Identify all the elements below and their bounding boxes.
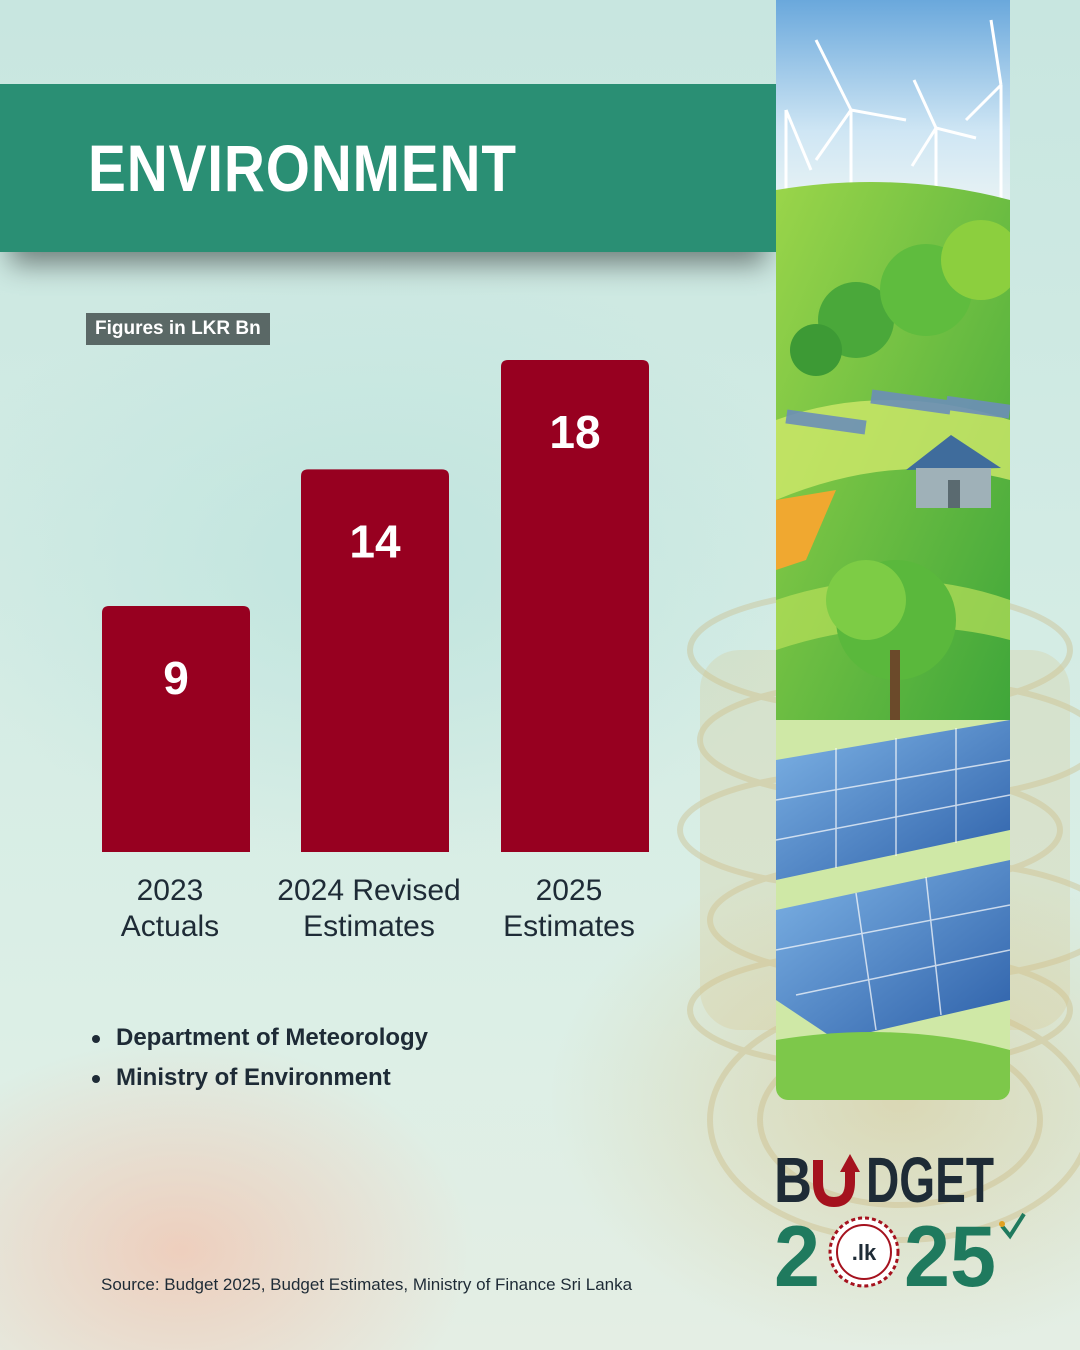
data-label: 14 bbox=[349, 515, 401, 567]
category-label: 2024 Revised bbox=[277, 874, 460, 907]
category-label: 2023 bbox=[137, 874, 204, 907]
renewable-energy-illustration bbox=[776, 0, 1010, 1100]
logo-letter: B bbox=[774, 1144, 812, 1216]
category-label: Estimates bbox=[303, 910, 435, 943]
source-note: Source: Budget 2025, Budget Estimates, M… bbox=[101, 1275, 633, 1294]
bar bbox=[301, 469, 449, 852]
up-arrow-icon bbox=[813, 1154, 860, 1208]
list-item: Department of Meteorology bbox=[92, 1024, 428, 1052]
solar-panel-icon bbox=[776, 720, 1010, 1040]
logo-badge-text: .lk bbox=[852, 1240, 877, 1265]
budget-2025-logo: B DGET 2 .lk 25 bbox=[774, 1144, 1026, 1294]
tree-icon bbox=[790, 220, 1010, 720]
logo-digit: 2 bbox=[774, 1209, 820, 1294]
bar bbox=[102, 606, 250, 852]
units-badge: Figures in LKR Bn bbox=[86, 313, 270, 345]
page-title: ENVIRONMENT bbox=[88, 131, 517, 205]
data-label: 18 bbox=[549, 406, 600, 458]
logo-word: DGET bbox=[866, 1144, 994, 1216]
list-item: Ministry of Environment bbox=[92, 1064, 428, 1092]
logo-digits: 25 bbox=[904, 1209, 996, 1294]
lk-seal-icon: .lk bbox=[828, 1216, 900, 1288]
check-mark-icon bbox=[999, 1212, 1026, 1240]
house-icon bbox=[906, 435, 1001, 508]
title-banner: ENVIRONMENT bbox=[0, 84, 776, 252]
category-label: Actuals bbox=[121, 910, 219, 943]
category-label: 2025 bbox=[536, 874, 603, 907]
bar bbox=[501, 360, 649, 852]
category-label: Estimates bbox=[503, 910, 635, 943]
institutions-list: Department of Meteorology Ministry of En… bbox=[92, 1024, 428, 1104]
data-label: 9 bbox=[163, 652, 189, 704]
